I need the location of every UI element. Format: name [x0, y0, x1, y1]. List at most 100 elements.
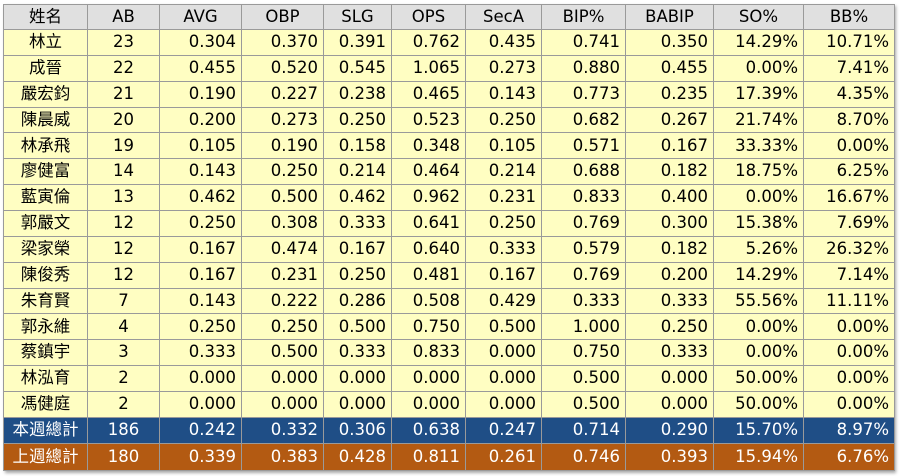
cell-avg: 0.455 — [159, 54, 242, 82]
cell-avg: 0.250 — [159, 210, 242, 237]
cell-obp: 0.520 — [241, 54, 324, 82]
cell-ops: 0.638 — [391, 416, 466, 445]
cell-seca: 0.000 — [465, 365, 542, 393]
column-header-bip-pct: BIP% — [541, 4, 626, 30]
column-header-obp: OBP — [241, 4, 324, 30]
table-row: 藍寅倫 13 0.462 0.500 0.462 0.962 0.231 0.833 0.400… — [3, 184, 895, 212]
cell-bb-pct: 26.32% — [803, 235, 895, 263]
cell-so-pct: 14.29% — [713, 29, 804, 56]
cell-ab: 12 — [87, 235, 160, 263]
cell-babip: 0.290 — [625, 416, 714, 445]
cell-bb-pct: 6.76% — [803, 443, 895, 471]
cell-babip: 0.333 — [625, 287, 714, 315]
cell-obp: 0.250 — [241, 158, 324, 186]
cell-slg: 0.333 — [323, 339, 392, 367]
table-row: 郭嚴文 12 0.250 0.308 0.333 0.641 0.250 0.769 0.300… — [3, 210, 895, 237]
cell-ops: 0.481 — [391, 261, 466, 289]
cell-ab: 14 — [87, 158, 160, 186]
cell-obp: 0.383 — [241, 443, 324, 471]
column-header-name: 姓名 — [3, 4, 88, 30]
cell-name: 嚴宏鈞 — [3, 80, 88, 108]
cell-ops: 0.523 — [391, 106, 466, 134]
table-row: 梁家榮 12 0.167 0.474 0.167 0.640 0.333 0.579 0.182… — [3, 235, 895, 263]
cell-ab: 7 — [87, 287, 160, 315]
cell-bb-pct: 7.14% — [803, 261, 895, 289]
cell-so-pct: 15.94% — [713, 443, 804, 471]
cell-ops: 0.833 — [391, 339, 466, 367]
cell-name: 蔡鎮宇 — [3, 339, 88, 367]
cell-obp: 0.190 — [241, 132, 324, 160]
cell-obp: 0.000 — [241, 365, 324, 393]
cell-obp: 0.250 — [241, 313, 324, 341]
cell-seca: 0.214 — [465, 158, 542, 186]
header-row: 姓名 AB AVG OBP SLG OPS SecA BIP% BABIP SO% BB% — [3, 4, 895, 30]
cell-name: 陳晨威 — [3, 106, 88, 134]
cell-avg: 0.333 — [159, 339, 242, 367]
cell-so-pct: 55.56% — [713, 287, 804, 315]
column-header-ab: AB — [87, 4, 160, 30]
cell-ops: 1.065 — [391, 54, 466, 82]
cell-name: 朱育賢 — [3, 287, 88, 315]
table-row: 馮健庭 2 0.000 0.000 0.000 0.000 0.000 0.500 0.000 5… — [3, 391, 895, 418]
cell-so-pct: 0.00% — [713, 54, 804, 82]
cell-babip: 0.267 — [625, 106, 714, 134]
cell-ops: 0.641 — [391, 210, 466, 237]
cell-slg: 0.000 — [323, 391, 392, 418]
cell-seca: 0.435 — [465, 29, 542, 56]
cell-bb-pct: 8.70% — [803, 106, 895, 134]
cell-name: 郭嚴文 — [3, 210, 88, 237]
cell-bip-pct: 0.500 — [541, 391, 626, 418]
cell-ab: 186 — [87, 416, 160, 445]
cell-babip: 0.182 — [625, 235, 714, 263]
table-row: 林立 23 0.304 0.370 0.391 0.762 0.435 0.741 0.350 1… — [3, 29, 895, 56]
cell-ab: 2 — [87, 391, 160, 418]
cell-ab: 19 — [87, 132, 160, 160]
cell-babip: 0.182 — [625, 158, 714, 186]
cell-bb-pct: 11.11% — [803, 287, 895, 315]
cell-bip-pct: 0.773 — [541, 80, 626, 108]
table-body: 林立 23 0.304 0.370 0.391 0.762 0.435 0.741 0.350 1… — [3, 29, 895, 471]
cell-bip-pct: 0.714 — [541, 416, 626, 445]
column-header-ops: OPS — [391, 4, 466, 30]
cell-obp: 0.273 — [241, 106, 324, 134]
cell-slg: 0.158 — [323, 132, 392, 160]
cell-name: 林泓育 — [3, 365, 88, 393]
cell-bb-pct: 7.41% — [803, 54, 895, 82]
cell-avg: 0.000 — [159, 365, 242, 393]
cell-bb-pct: 0.00% — [803, 313, 895, 341]
cell-ops: 0.465 — [391, 80, 466, 108]
cell-bb-pct: 7.69% — [803, 210, 895, 237]
cell-ops: 0.750 — [391, 313, 466, 341]
table-row: 廖健富 14 0.143 0.250 0.214 0.464 0.214 0.688 0.182… — [3, 158, 895, 186]
cell-babip: 0.250 — [625, 313, 714, 341]
cell-ops: 0.640 — [391, 235, 466, 263]
cell-slg: 0.500 — [323, 313, 392, 341]
cell-obp: 0.332 — [241, 416, 324, 445]
cell-bip-pct: 0.571 — [541, 132, 626, 160]
cell-babip: 0.167 — [625, 132, 714, 160]
cell-so-pct: 14.29% — [713, 261, 804, 289]
cell-avg: 0.242 — [159, 416, 242, 445]
cell-babip: 0.455 — [625, 54, 714, 82]
cell-bip-pct: 0.769 — [541, 210, 626, 237]
cell-so-pct: 50.00% — [713, 365, 804, 393]
cell-so-pct: 17.39% — [713, 80, 804, 108]
cell-ops: 0.962 — [391, 184, 466, 212]
cell-ops: 0.464 — [391, 158, 466, 186]
table-row: 陳晨威 20 0.200 0.273 0.250 0.523 0.250 0.682 0.267… — [3, 106, 895, 134]
cell-name: 成晉 — [3, 54, 88, 82]
cell-ab: 13 — [87, 184, 160, 212]
cell-avg: 0.167 — [159, 235, 242, 263]
cell-bb-pct: 8.97% — [803, 416, 895, 445]
cell-bip-pct: 0.746 — [541, 443, 626, 471]
cell-obp: 0.500 — [241, 339, 324, 367]
cell-babip: 0.350 — [625, 29, 714, 56]
cell-name: 林承飛 — [3, 132, 88, 160]
cell-obp: 0.308 — [241, 210, 324, 237]
cell-name: 上週總計 — [3, 443, 88, 471]
cell-bb-pct: 6.25% — [803, 158, 895, 186]
cell-seca: 0.500 — [465, 313, 542, 341]
cell-slg: 0.545 — [323, 54, 392, 82]
cell-avg: 0.143 — [159, 158, 242, 186]
column-header-slg: SLG — [323, 4, 392, 30]
